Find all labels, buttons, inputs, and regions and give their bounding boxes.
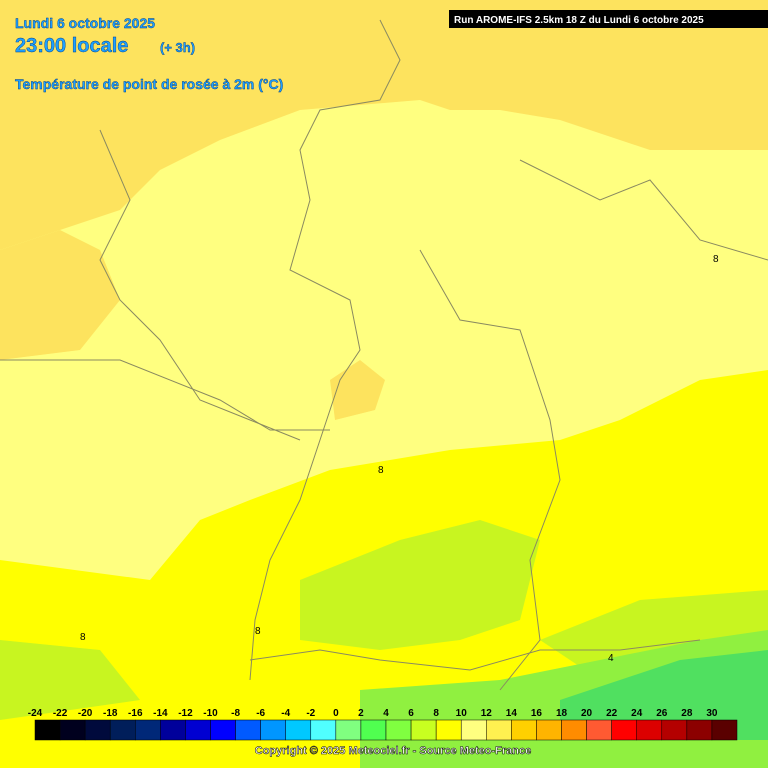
legend-swatch	[686, 719, 713, 741]
legend-swatch	[586, 719, 612, 741]
legend-swatch	[536, 719, 562, 741]
legend-label: 28	[681, 708, 693, 719]
region-warm	[0, 230, 120, 360]
region-yellowgreen	[0, 640, 140, 720]
legend-swatch	[34, 719, 61, 741]
legend-label: 18	[556, 708, 568, 719]
legend-swatch	[84, 719, 111, 741]
legend-swatch	[410, 719, 437, 741]
region-green	[560, 650, 768, 740]
parameter: Température de point de rosée à 2m (°C)	[15, 76, 283, 92]
legend-swatch	[360, 719, 387, 741]
legend-label: -8	[231, 708, 240, 719]
legend: -24 -22 -20 -18 -16 -14 -12 -10 -8 -6 -4 -2 0 2 4 6 8 10 1…	[28, 708, 738, 741]
legend-swatch	[185, 719, 211, 741]
contour-label: 8	[713, 254, 719, 265]
time: 23:00 locale	[15, 35, 128, 57]
legend-label: 14	[506, 708, 518, 719]
border	[249, 19, 401, 681]
legend-swatch	[260, 719, 286, 741]
legend-label: 24	[631, 708, 643, 719]
contour-label: 8	[80, 632, 86, 643]
legend-label: -16	[128, 708, 143, 719]
legend-label: -12	[178, 708, 193, 719]
legend-label: 6	[408, 708, 414, 719]
legend-swatch	[561, 719, 587, 741]
border	[249, 639, 701, 671]
contour-label: 8	[255, 626, 261, 637]
region-warm	[0, 0, 768, 250]
legend-label: 2	[358, 708, 364, 719]
legend-swatch	[486, 719, 512, 741]
legend-label: -20	[78, 708, 93, 719]
legend-label: 8	[433, 708, 439, 719]
legend-label: -6	[256, 708, 265, 719]
date: Lundi 6 octobre 2025	[15, 15, 155, 31]
legend-swatch	[511, 719, 537, 741]
legend-label: 12	[481, 708, 493, 719]
copyright: Copyright © 2025 Meteociel.fr - Source M…	[255, 745, 531, 757]
legend-label: -4	[281, 708, 290, 719]
offset: (+ 3h)	[160, 40, 195, 55]
legend-label: -10	[203, 708, 218, 719]
border	[99, 129, 301, 441]
legend-label: -18	[103, 708, 118, 719]
contour-label: 8	[378, 465, 384, 476]
legend-label: 22	[606, 708, 618, 719]
legend-swatch	[135, 719, 161, 741]
legend-label: 20	[581, 708, 593, 719]
legend-label: 16	[531, 708, 543, 719]
border	[0, 359, 330, 431]
legend-label: -24	[28, 708, 43, 719]
legend-swatch	[235, 719, 261, 741]
legend-swatch	[611, 719, 637, 741]
legend-label: 30	[706, 708, 718, 719]
legend-label: -14	[153, 708, 168, 719]
run-info: Run AROME-IFS 2.5km 18 Z du Lundi 6 octo…	[454, 15, 704, 26]
run-box	[449, 10, 768, 28]
legend-swatch	[385, 719, 412, 741]
legend-swatch	[335, 719, 362, 741]
region-yellowgreen	[300, 520, 540, 650]
legend-swatch	[109, 719, 136, 741]
legend-label: 26	[656, 708, 668, 719]
legend-swatch	[59, 719, 86, 741]
legend-swatch	[210, 719, 236, 741]
legend-label: 10	[456, 708, 468, 719]
legend-swatch	[435, 719, 462, 741]
legend-label: 0	[333, 708, 339, 719]
legend-swatch	[160, 719, 186, 741]
legend-label: 4	[383, 708, 389, 719]
legend-swatch	[460, 719, 487, 741]
border	[419, 249, 561, 691]
legend-label: -2	[306, 708, 315, 719]
legend-swatch	[285, 719, 312, 741]
legend-swatch	[711, 719, 738, 741]
border	[519, 159, 768, 261]
legend-label: -22	[53, 708, 68, 719]
legend-swatch	[661, 719, 688, 741]
contour-label: 4	[608, 653, 614, 664]
legend-swatch	[636, 719, 663, 741]
legend-swatch	[310, 719, 337, 741]
